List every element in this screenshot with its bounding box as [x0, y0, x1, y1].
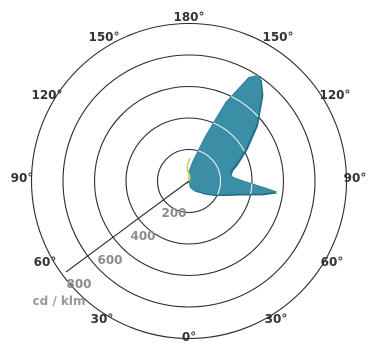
angle-label-0: 0° [182, 330, 196, 344]
grid-ring-600 [93, 85, 285, 277]
curve-fill [188, 74, 277, 195]
secondary-curve [186, 157, 191, 185]
angle-label-60-right: 60° [321, 255, 344, 269]
angle-label-60-left: 60° [34, 255, 57, 269]
grid-ring-800 [62, 54, 316, 308]
ring-label-600: 600 [97, 253, 122, 267]
angle-label-90-right: 90° [344, 171, 367, 185]
angle-label-120-left: 120° [31, 88, 62, 102]
grid-ring-1000 [30, 22, 348, 340]
ring-label-400: 400 [130, 229, 155, 243]
grid-rings [30, 22, 348, 340]
angle-label-120-right: 120° [319, 88, 350, 102]
angle-label-150-left: 150° [88, 30, 119, 44]
grid-ring-400 [125, 117, 253, 245]
ring-label-200: 200 [161, 206, 186, 220]
angle-label-90-left: 90° [11, 171, 34, 185]
angle-label-150-right: 150° [262, 30, 293, 44]
ring-label-800: 800 [66, 277, 91, 291]
angle-label-30-left: 30° [91, 312, 114, 326]
angle-label-30-right: 30° [265, 312, 288, 326]
curve-grid-ring-200 [189, 148, 222, 195]
unit-label: cd / klm [32, 294, 85, 308]
radial-axis-line [65, 180, 190, 273]
angle-label-180: 180° [173, 10, 204, 24]
